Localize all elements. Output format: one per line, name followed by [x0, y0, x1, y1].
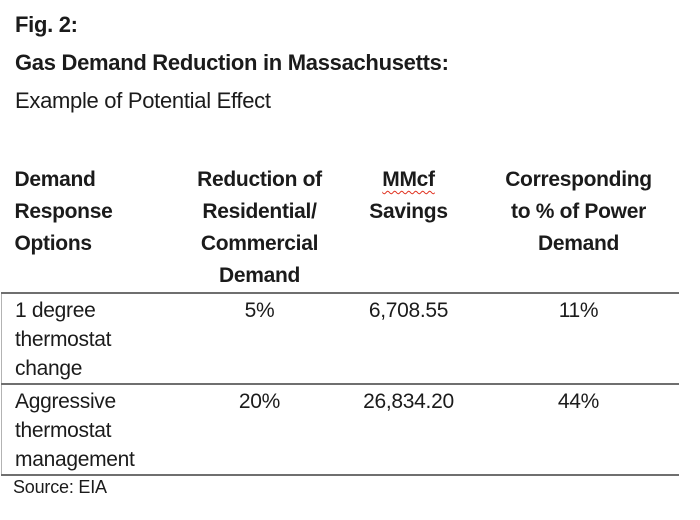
header-line: Reduction of	[197, 168, 322, 191]
cell-savings: 26,834.20	[338, 384, 479, 476]
source-text: Source: EIA	[13, 477, 107, 497]
column-header-power-demand: Corresponding to % of Power Demand	[478, 160, 679, 294]
cell-line: change	[15, 357, 83, 380]
column-header-demand-response-options: Demand Response Options	[1, 160, 181, 294]
table-header-row: Demand Response Options Reduction of Res…	[1, 160, 679, 294]
figure-title: Gas Demand Reduction in Massachusetts:	[15, 50, 449, 75]
cell-reduction: 5%	[180, 293, 339, 385]
header-line: Demand	[14, 168, 96, 191]
header-line: to % of Power	[511, 200, 646, 223]
cell-line: 1 degree	[15, 299, 96, 322]
figure-subtitle: Example of Potential Effect	[15, 88, 271, 113]
cell-line: Aggressive	[15, 390, 116, 413]
table-row: Aggressive thermostat management 20% 26,…	[1, 384, 679, 476]
column-header-reduction: Reduction of Residential/ Commercial Dem…	[180, 160, 339, 294]
cell-savings: 6,708.55	[338, 293, 479, 385]
cell-reduction: 20%	[180, 384, 339, 476]
header-line: MMcf	[339, 164, 479, 196]
header-line: Response	[14, 200, 113, 223]
header-line: Residential/	[202, 200, 317, 223]
column-header-mmcf-savings: MMcf Savings	[338, 160, 479, 294]
misspelled-word: MMcf	[382, 168, 435, 191]
cell-option: 1 degree thermostat change	[1, 293, 181, 385]
header-line: Options	[14, 232, 93, 255]
table-row: 1 degree thermostat change 5% 6,708.55 1…	[1, 293, 679, 385]
header-line: Corresponding	[505, 168, 652, 191]
header-line: Demand	[218, 264, 301, 287]
gas-demand-reduction-table: Demand Response Options Reduction of Res…	[1, 160, 679, 476]
figure-title-block: Fig. 2: Gas Demand Reduction in Massachu…	[15, 6, 449, 120]
header-line: Commercial	[200, 232, 319, 255]
header-line: Demand	[537, 232, 620, 255]
header-line: Savings	[369, 200, 448, 223]
cell-power: 11%	[478, 293, 679, 385]
cell-line: thermostat	[15, 328, 112, 351]
cell-line: management	[15, 448, 135, 471]
figure-label: Fig. 2:	[15, 12, 78, 37]
cell-power: 44%	[478, 384, 679, 476]
cell-option: Aggressive thermostat management	[1, 384, 181, 476]
cell-line: thermostat	[15, 419, 112, 442]
